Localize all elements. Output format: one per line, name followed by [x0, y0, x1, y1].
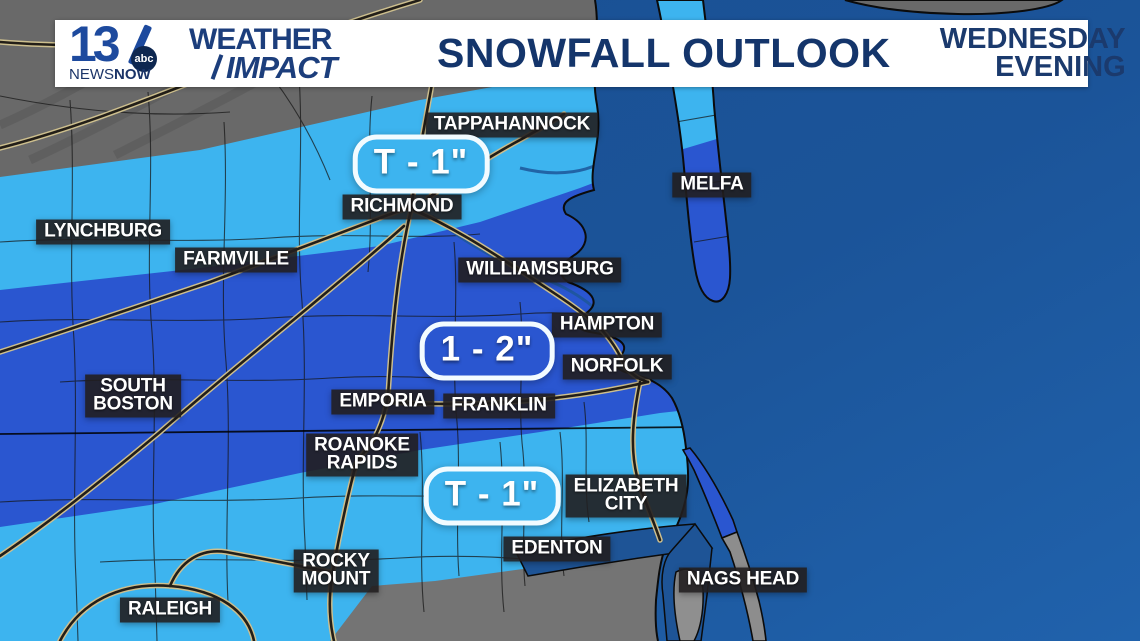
- station-name: NEWSNOW: [69, 65, 151, 83]
- city-label-tappahannock: TAPPAHANNOCK: [425, 112, 599, 138]
- city-label-roanoke-rapids: ROANOKE RAPIDS: [306, 433, 418, 477]
- station-number: 13: [69, 15, 121, 72]
- timeframe-day: WEDNESDAY: [939, 22, 1126, 55]
- city-label-emporia: EMPORIA: [331, 389, 435, 415]
- page-title: SNOWFALL OUTLOOK: [437, 30, 891, 76]
- city-label-rocky-mount: ROCKY MOUNT: [293, 549, 379, 593]
- city-label-norfolk: NORFOLK: [562, 354, 672, 380]
- outer-banks-north: [681, 447, 738, 540]
- city-label-williamsburg: WILLIAMSBURG: [458, 257, 622, 283]
- impact-slash-icon: [210, 54, 224, 80]
- city-label-lynchburg: LYNCHBURG: [36, 219, 170, 245]
- city-label-franklin: FRANKLIN: [443, 393, 555, 419]
- brand-impact: IMPACT: [210, 52, 407, 83]
- city-label-richmond: RICHMOND: [342, 194, 462, 220]
- city-label-edenton: EDENTON: [503, 536, 611, 562]
- city-label-south-boston: SOUTH BOSTON: [85, 374, 181, 418]
- snow-amount-badge: 1 - 2": [419, 321, 555, 381]
- city-label-melfa: MELFA: [672, 172, 752, 198]
- timeframe: WEDNESDAY EVENING: [891, 22, 1126, 83]
- state-border-va-nc: [0, 426, 701, 435]
- timeframe-period: EVENING: [995, 50, 1126, 83]
- city-label-hampton: HAMPTON: [551, 312, 663, 338]
- weather-impact-logo: WEATHER IMPACT: [189, 22, 407, 83]
- city-label-elizabeth-city: ELIZABETH CITY: [565, 474, 687, 518]
- snow-amount-badge: T - 1": [423, 466, 561, 526]
- city-label-nags-head: NAGS HEAD: [678, 567, 808, 593]
- city-label-farmville: FARMVILLE: [175, 247, 297, 273]
- header-bar: 13 abc NEWSNOW WEATHER IMPACT SNOWFALL O…: [55, 16, 1126, 87]
- city-label-raleigh: RALEIGH: [119, 597, 221, 623]
- brand-weather: WEATHER: [189, 22, 332, 56]
- abc-network-icon: abc: [131, 45, 157, 72]
- station-logo: 13 abc NEWSNOW: [69, 16, 177, 85]
- snow-amount-badge: T - 1": [352, 134, 490, 194]
